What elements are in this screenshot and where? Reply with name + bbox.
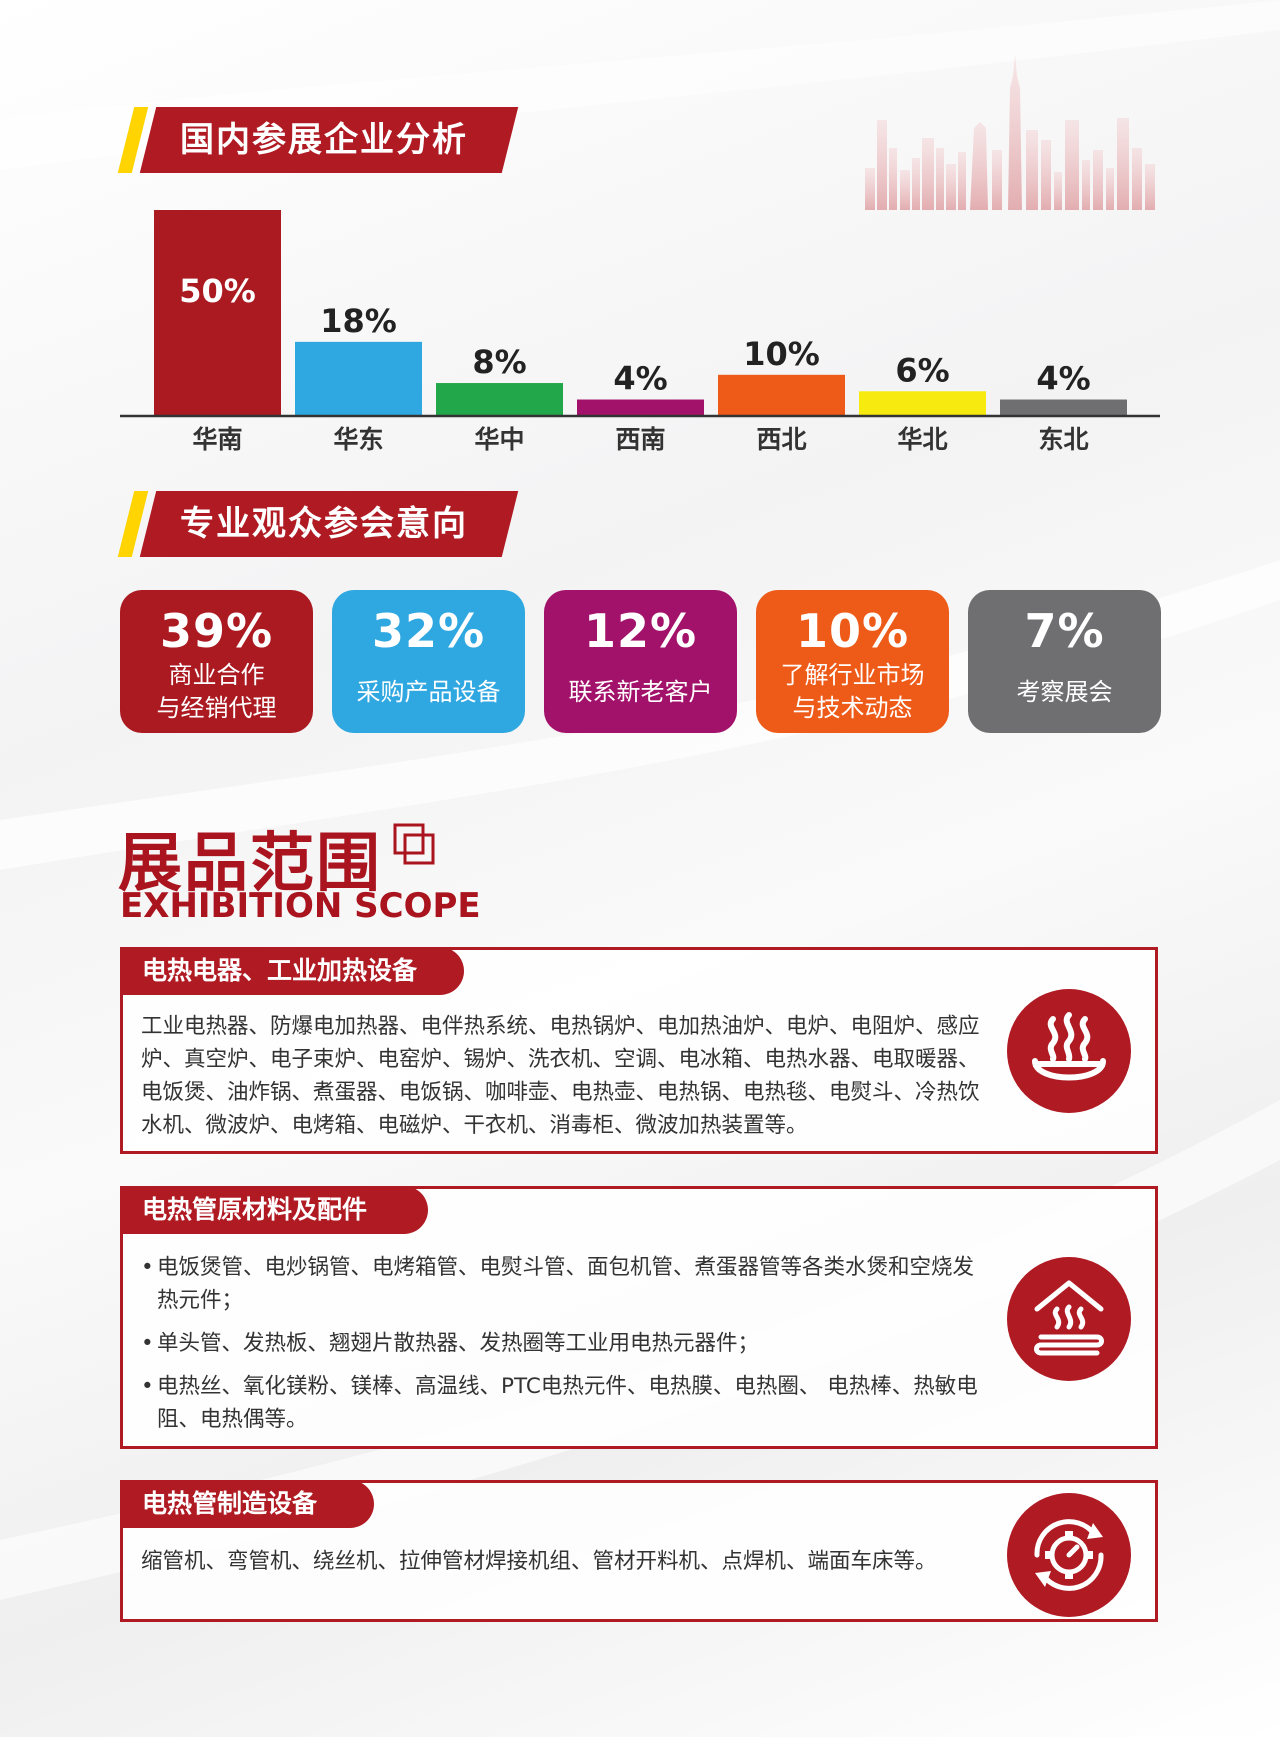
list-item: 电热丝、氧化镁粉、镁棒、高温线、PTC电热元件、电热膜、电热圈、 电热棒、热敏电… bbox=[141, 1370, 991, 1436]
section-title-ribbon: 专业观众参会意向 bbox=[117, 491, 526, 557]
intent-label: 联系新老客户 bbox=[568, 678, 713, 706]
scope-box-materials: 电热管原材料及配件 电饭煲管、电炒锅管、电烤箱管、电熨斗管、面包机管、煮蛋器管等… bbox=[120, 1186, 1158, 1449]
bar-value-label: 50% bbox=[179, 272, 256, 310]
intent-label: 采购产品设备 bbox=[356, 678, 501, 706]
intent-label: 商业合作 与经销代理 bbox=[156, 661, 277, 722]
bar-category-label: 华东 bbox=[333, 425, 383, 454]
bar-value-label: 8% bbox=[472, 343, 526, 381]
bar-value-label: 4% bbox=[1036, 360, 1090, 398]
scope-subtitle: EXHIBITION SCOPE bbox=[120, 886, 481, 926]
bar-category-label: 西北 bbox=[756, 425, 806, 454]
scope-box-appliances: 电热电器、工业加热设备 工业电热器、防爆电加热器、电伴热系统、电热锅炉、电加热油… bbox=[120, 947, 1158, 1154]
bar-value-label: 4% bbox=[613, 360, 667, 398]
scope-title: 展品范围 bbox=[118, 827, 382, 901]
section-title: 专业观众参会意向 bbox=[180, 504, 468, 544]
scope-box-tab: 电热电器、工业加热设备 bbox=[120, 947, 464, 995]
overlapping-squares-icon bbox=[393, 823, 435, 865]
scope-box-tab: 电热管原材料及配件 bbox=[120, 1186, 428, 1234]
bar-华南 bbox=[154, 210, 281, 416]
steam-bowl-icon bbox=[1007, 989, 1131, 1113]
intent-card-visit: 7% 考察展会 bbox=[968, 590, 1161, 733]
bar-value-label: 10% bbox=[743, 335, 820, 373]
scope-box-text: 缩管机、弯管机、绕丝机、拉伸管材焊接机组、管材开料机、点焊机、端面车床等。 bbox=[141, 1549, 937, 1574]
list-item: 电饭煲管、电炒锅管、电烤箱管、电熨斗管、面包机管、煮蛋器管等各类水煲和空烧发热元… bbox=[141, 1251, 991, 1317]
bar-value-label: 6% bbox=[895, 351, 949, 389]
bar-西南 bbox=[577, 399, 704, 416]
intent-card-contact: 12% 联系新老客户 bbox=[544, 590, 737, 733]
bar-东北 bbox=[1000, 399, 1127, 416]
gear-cycle-icon bbox=[1007, 1493, 1131, 1617]
bar-value-label: 18% bbox=[320, 302, 397, 340]
section-title-ribbon: 国内参展企业分析 bbox=[117, 107, 526, 173]
list-item: 单头管、发热板、翘翅片散热器、发热圈等工业用电热元器件； bbox=[141, 1327, 991, 1360]
bar-category-label: 东北 bbox=[1038, 425, 1088, 454]
intent-percent: 12% bbox=[583, 604, 698, 658]
bar-category-label: 华中 bbox=[474, 425, 524, 454]
bar-华中 bbox=[436, 383, 563, 416]
intent-label: 了解行业市场 与技术动态 bbox=[780, 661, 925, 722]
intent-label: 考察展会 bbox=[1016, 678, 1113, 706]
bar-category-label: 华南 bbox=[192, 425, 242, 454]
bar-西北 bbox=[718, 374, 845, 416]
scope-box-list: 电饭煲管、电炒锅管、电烤箱管、电熨斗管、面包机管、煮蛋器管等各类水煲和空烧发热元… bbox=[141, 1251, 991, 1446]
intent-card-market: 10% 了解行业市场 与技术动态 bbox=[756, 590, 949, 733]
region-bar-chart: 50% 华南 18% 华东 8% 华中 4% 西南 10% 西北 6% 华北 4% 东北 bbox=[120, 210, 1160, 454]
intent-percent: 32% bbox=[371, 604, 486, 658]
section-title: 国内参展企业分析 bbox=[180, 120, 468, 160]
bar-category-label: 西南 bbox=[615, 425, 665, 454]
bar-category-label: 华北 bbox=[897, 425, 947, 454]
intent-card-business: 39% 商业合作 与经销代理 bbox=[120, 590, 313, 733]
scope-box-text: 工业电热器、防爆电加热器、电伴热系统、电热锅炉、电加热油炉、电炉、电阻炉、感应炉… bbox=[141, 1014, 980, 1138]
bar-华东 bbox=[295, 341, 422, 416]
bar-华北 bbox=[859, 391, 986, 416]
floor-heating-icon bbox=[1007, 1257, 1131, 1381]
intent-percent: 10% bbox=[795, 604, 910, 658]
intent-percent: 39% bbox=[159, 604, 274, 658]
city-skyline-icon bbox=[865, 54, 1155, 210]
intent-percent: 7% bbox=[1024, 604, 1105, 658]
scope-box-tab: 电热管制造设备 bbox=[120, 1480, 374, 1528]
intent-card-purchase: 32% 采购产品设备 bbox=[332, 590, 525, 733]
audience-intent-cards: 39% 商业合作 与经销代理 32% 采购产品设备 12% 联系新老客户 10%… bbox=[120, 590, 1161, 734]
scope-box-equipment: 电热管制造设备 缩管机、弯管机、绕丝机、拉伸管材焊接机组、管材开料机、点焊机、端… bbox=[120, 1480, 1158, 1622]
